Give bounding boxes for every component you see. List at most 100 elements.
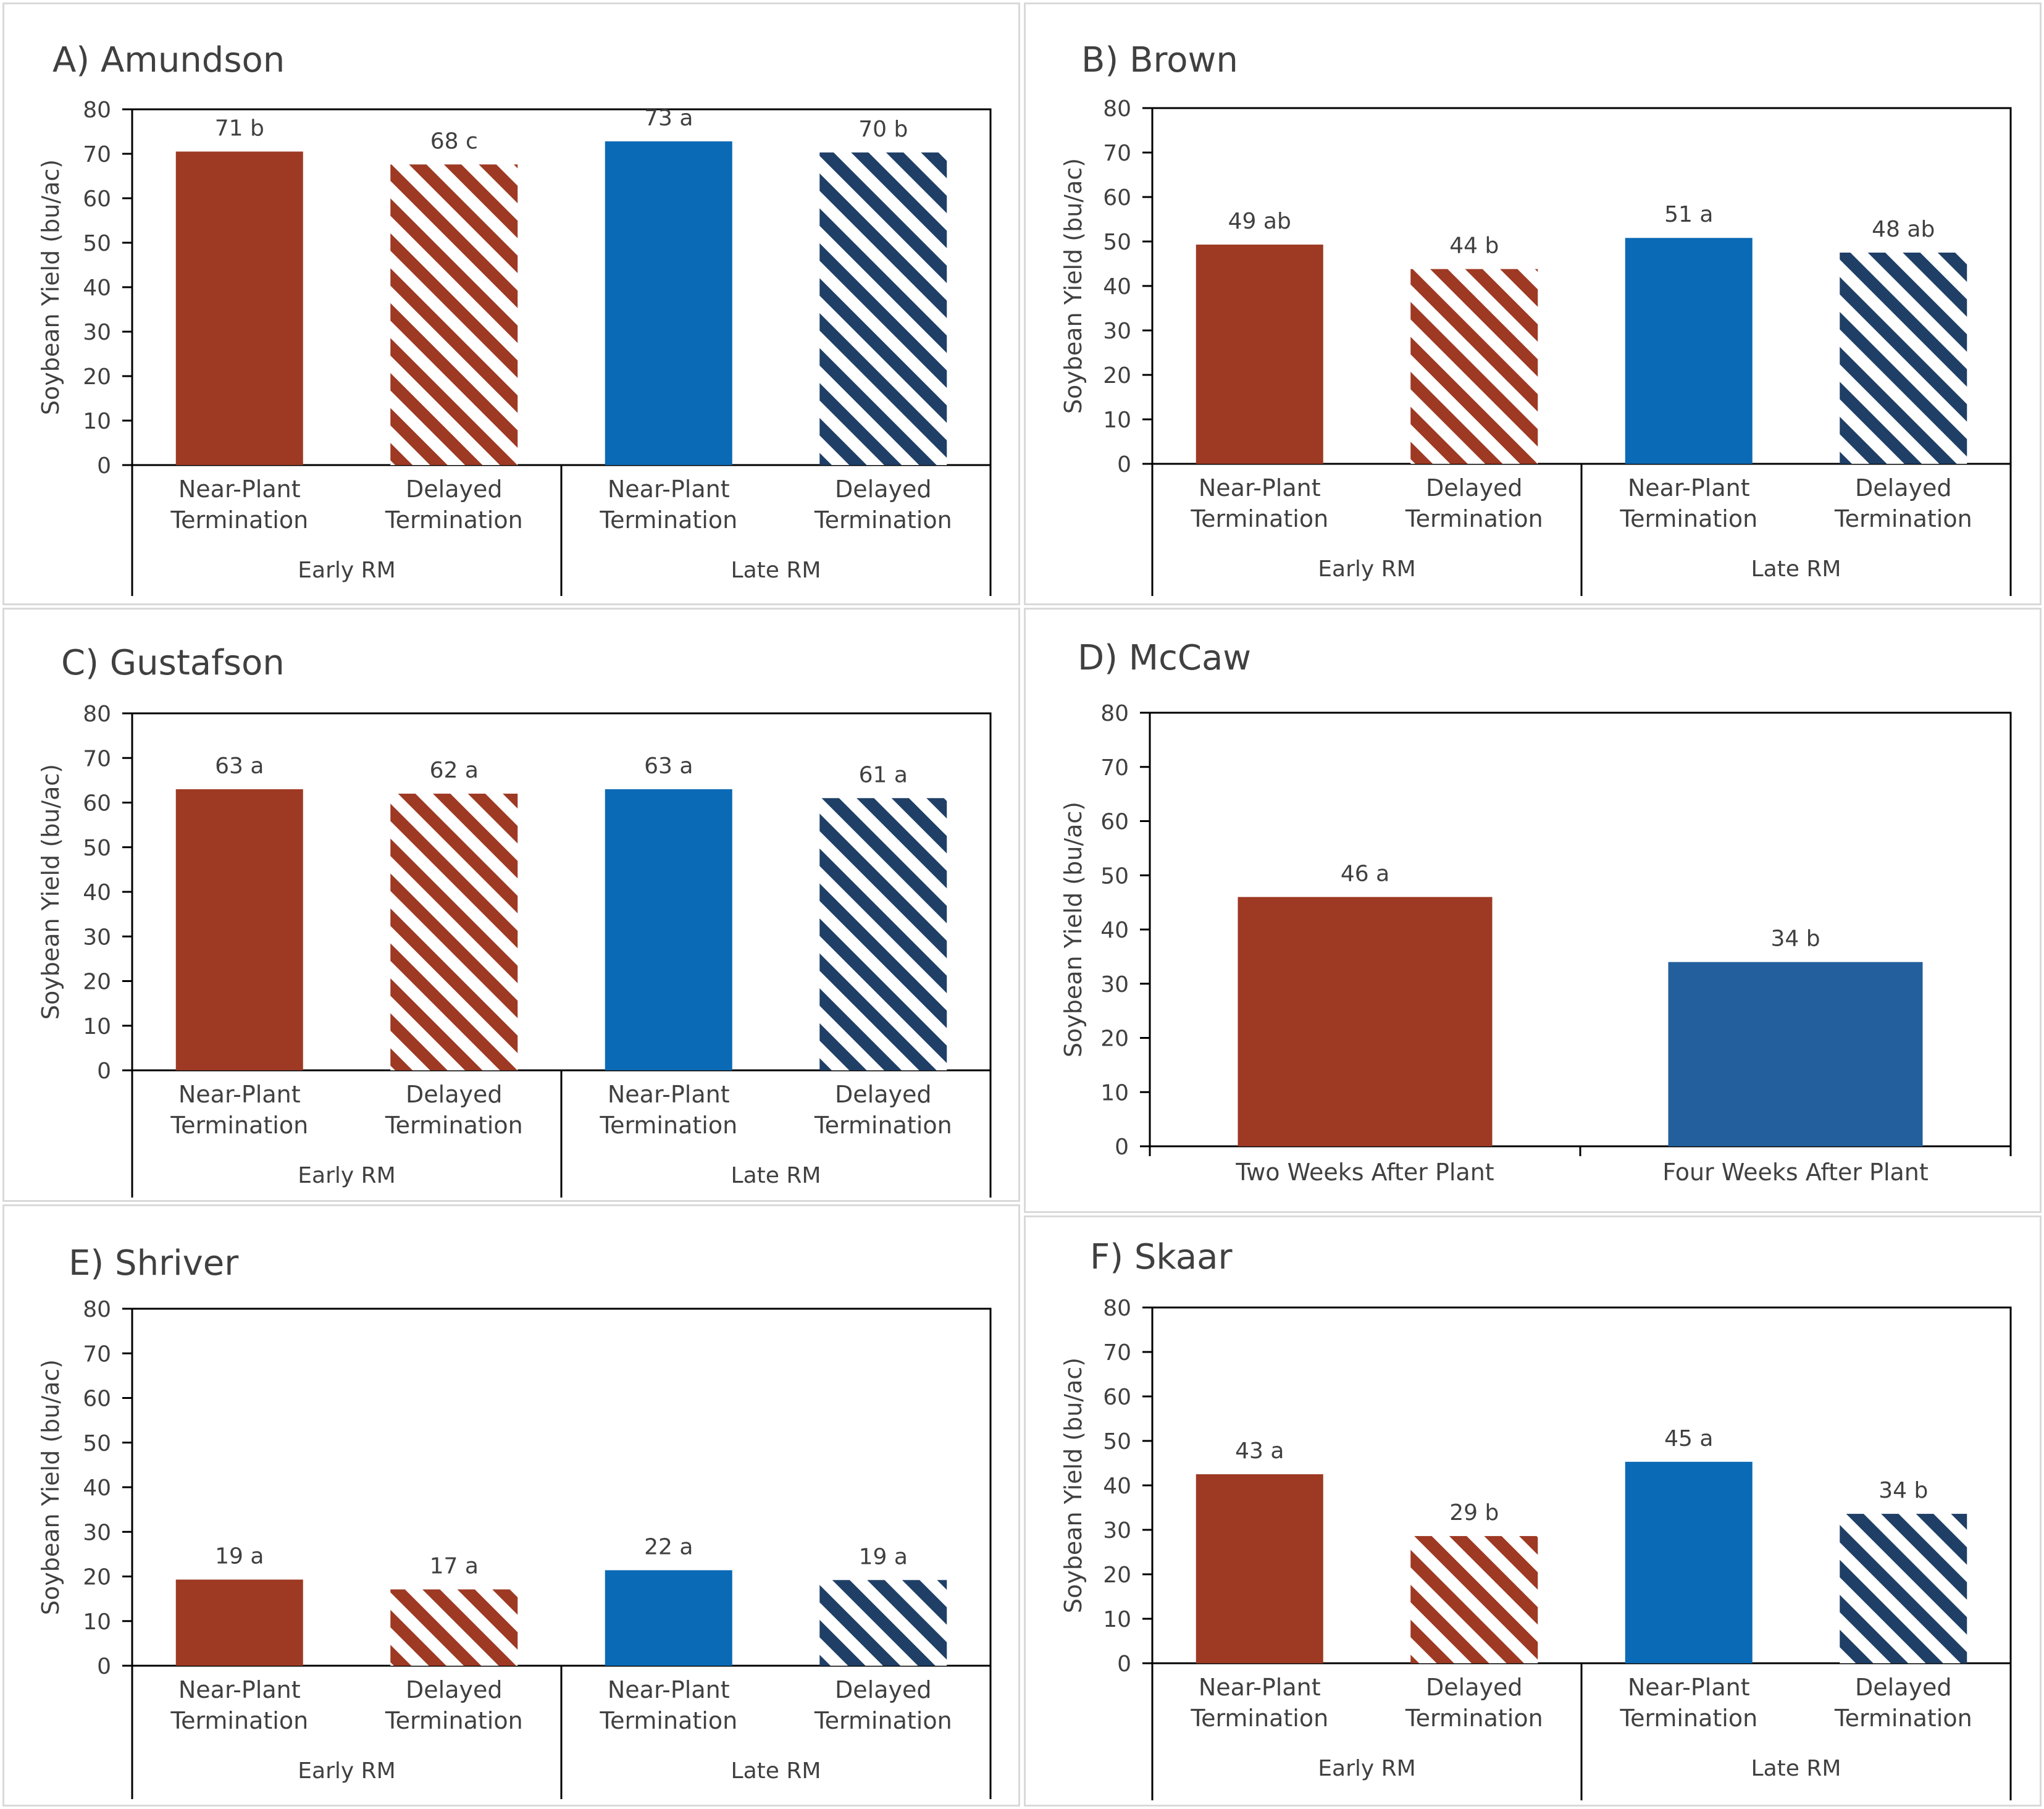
chart-title: C) Gustafson bbox=[61, 643, 285, 683]
y-tick-label: 0 bbox=[97, 1059, 111, 1084]
y-axis-label: Soybean Yield (bu/ac) bbox=[1060, 1358, 1087, 1613]
bar bbox=[1196, 1474, 1323, 1663]
bar bbox=[390, 164, 518, 465]
x-tick-label: Termination bbox=[599, 506, 737, 534]
group-label: Early RM bbox=[1318, 1756, 1415, 1781]
y-tick-label: 30 bbox=[83, 1520, 111, 1545]
y-tick-label: 50 bbox=[83, 231, 111, 256]
data-label: 34 b bbox=[1879, 1478, 1928, 1503]
y-tick-label: 0 bbox=[1115, 1135, 1129, 1160]
group-label: Late RM bbox=[731, 1758, 821, 1784]
bar bbox=[1238, 897, 1493, 1146]
x-tick-label: Near-Plant bbox=[608, 1676, 730, 1703]
chart-panel-a: A) Amundson 0 10 20 30 40 50 60 70 80 Soybean Yie… bbox=[2, 2, 1020, 605]
x-tick-label: Termination bbox=[385, 1112, 523, 1139]
x-tick-label: Delayed bbox=[835, 1676, 931, 1703]
chart-svg: 0 10 20 30 40 50 60 70 80 Soybean Yield (bu/ac) 63… bbox=[37, 702, 992, 1198]
chart-svg: 0 10 20 30 40 50 60 70 80 Soybean Yield (bu/ac) 43… bbox=[1060, 1296, 2012, 1800]
x-tick-label: Termination bbox=[1619, 505, 1757, 532]
y-tick-label: 50 bbox=[1103, 230, 1131, 255]
x-tick-label: Termination bbox=[814, 506, 952, 534]
group-label: Early RM bbox=[1318, 556, 1415, 582]
bar bbox=[175, 1579, 303, 1666]
y-tick-label: 30 bbox=[83, 925, 111, 950]
data-label: 73 a bbox=[644, 106, 693, 131]
y-tick-label: 70 bbox=[1100, 755, 1129, 781]
x-tick-label: Termination bbox=[1619, 1705, 1757, 1732]
chart-svg: 0 10 20 30 40 50 60 70 80 Soybean Yield (bu/ac) 71… bbox=[37, 98, 992, 596]
y-tick-label: 60 bbox=[1103, 185, 1131, 211]
x-tick-label: Delayed bbox=[835, 1081, 931, 1108]
y-axis-label: Soybean Yield (bu/ac) bbox=[37, 159, 64, 415]
x-tick-label: Termination bbox=[599, 1707, 737, 1734]
bar bbox=[1196, 245, 1323, 464]
x-tick-label: Termination bbox=[170, 1707, 308, 1734]
y-tick-label: 20 bbox=[83, 1565, 111, 1590]
x-tick-label: Termination bbox=[814, 1112, 952, 1139]
chart-title: F) Skaar bbox=[1090, 1237, 1233, 1277]
x-tick-label: Delayed bbox=[1855, 474, 1951, 502]
group-label: Late RM bbox=[1751, 1756, 1841, 1781]
y-tick-label: 80 bbox=[83, 98, 111, 123]
bar bbox=[605, 1570, 732, 1666]
y-tick-label: 20 bbox=[1103, 363, 1131, 388]
y-tick-label: 30 bbox=[1103, 319, 1131, 344]
x-tick-label: Delayed bbox=[406, 1081, 502, 1108]
y-tick-label: 80 bbox=[83, 1297, 111, 1322]
y-tick-label: 70 bbox=[83, 142, 111, 167]
data-label: 62 a bbox=[430, 758, 479, 783]
bar bbox=[1410, 1536, 1538, 1663]
bar bbox=[1668, 962, 1923, 1146]
y-axis-label: Soybean Yield (bu/ac) bbox=[37, 764, 64, 1020]
x-tick-label: Two Weeks After Plant bbox=[1235, 1159, 1494, 1186]
bar bbox=[1625, 1461, 1753, 1663]
y-tick-label: 10 bbox=[1103, 408, 1131, 433]
group-label: Late RM bbox=[731, 558, 821, 583]
y-tick-label: 20 bbox=[1103, 1563, 1131, 1588]
chart-title: B) Brown bbox=[1081, 40, 1238, 80]
bar bbox=[1840, 253, 1967, 464]
group-label: Early RM bbox=[298, 1163, 395, 1188]
data-label: 19 a bbox=[215, 1544, 264, 1569]
x-tick-label: Delayed bbox=[1426, 474, 1522, 502]
data-label: 63 a bbox=[644, 753, 693, 779]
x-tick-label: Termination bbox=[814, 1707, 952, 1734]
y-tick-label: 0 bbox=[97, 453, 111, 479]
data-label: 22 a bbox=[644, 1534, 693, 1559]
data-label: 68 c bbox=[430, 128, 478, 154]
group-label: Late RM bbox=[731, 1163, 821, 1188]
y-tick-label: 50 bbox=[83, 1431, 111, 1456]
data-label: 43 a bbox=[1235, 1438, 1284, 1464]
y-tick-label: 40 bbox=[83, 880, 111, 905]
bar bbox=[390, 794, 518, 1070]
data-label: 19 a bbox=[859, 1544, 908, 1569]
x-tick-label: Termination bbox=[599, 1112, 737, 1139]
bar bbox=[1840, 1514, 1967, 1663]
data-label: 29 b bbox=[1449, 1500, 1499, 1526]
y-tick-label: 10 bbox=[83, 1610, 111, 1635]
x-tick-label: Near-Plant bbox=[1628, 1674, 1750, 1701]
x-tick-label: Termination bbox=[1834, 1705, 1972, 1732]
x-tick-label: Near-Plant bbox=[178, 1676, 301, 1703]
chart-panel-d: D) McCaw 0 10 20 30 40 50 60 70 80 Soybean Yield … bbox=[1024, 608, 2042, 1213]
y-tick-label: 50 bbox=[1100, 863, 1129, 889]
x-tick-label: Termination bbox=[385, 506, 523, 534]
chart-title: E) Shriver bbox=[69, 1243, 239, 1283]
group-label: Early RM bbox=[298, 1758, 395, 1784]
x-tick-label: Near-Plant bbox=[1628, 474, 1750, 502]
x-tick-label: Four Weeks After Plant bbox=[1662, 1159, 1929, 1186]
bar bbox=[819, 1580, 947, 1666]
x-tick-label: Termination bbox=[385, 1707, 523, 1734]
y-tick-label: 40 bbox=[83, 1475, 111, 1501]
y-tick-label: 10 bbox=[83, 409, 111, 434]
x-tick-label: Delayed bbox=[406, 1676, 502, 1703]
y-tick-label: 40 bbox=[1103, 274, 1131, 300]
x-tick-label: Termination bbox=[1405, 505, 1543, 532]
y-tick-label: 60 bbox=[1100, 810, 1129, 835]
y-tick-label: 80 bbox=[1103, 1296, 1131, 1321]
x-tick-label: Near-Plant bbox=[178, 1081, 301, 1108]
x-tick-label: Termination bbox=[170, 1112, 308, 1139]
x-tick-label: Delayed bbox=[1855, 1674, 1951, 1701]
chart-title: D) McCaw bbox=[1078, 638, 1252, 678]
bar bbox=[1410, 269, 1538, 464]
